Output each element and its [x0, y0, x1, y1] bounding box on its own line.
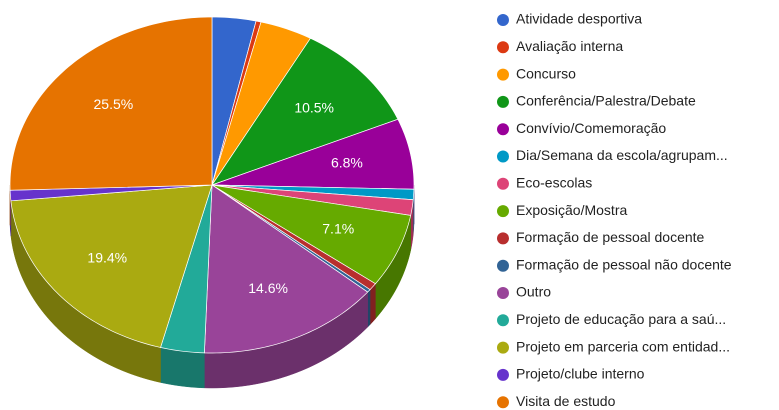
legend-swatch [497, 232, 509, 245]
legend-label: Formação de pessoal docente [516, 229, 705, 245]
legend-label: Avaliação interna [516, 38, 623, 54]
pie-slice [211, 184, 412, 285]
legend-label: Outro [516, 284, 551, 300]
legend-swatch [497, 368, 509, 381]
pie-slice [160, 184, 213, 354]
data-label: 6.8% [331, 154, 363, 170]
pie-side [369, 283, 376, 326]
legend-swatch [497, 341, 509, 354]
legend-swatch [497, 95, 509, 108]
legend-label: Projeto/clube interno [516, 366, 645, 382]
pie-side [367, 289, 371, 328]
legend-label: Dia/Semana da escola/agrupam... [516, 147, 728, 163]
legend-label: Concurso [516, 65, 576, 81]
legend-swatch [497, 41, 509, 54]
pie-side [160, 347, 205, 389]
pie-slice [211, 37, 399, 186]
legend-swatch [497, 205, 509, 218]
legend-label: Eco-escolas [516, 175, 592, 191]
pie-slice [10, 184, 213, 348]
legend-label: Projeto em parceria com entidad... [516, 338, 730, 354]
pie-slice [204, 184, 369, 354]
pie-slice [9, 16, 213, 191]
legend-label: Exposição/Mostra [516, 202, 627, 218]
legend-swatch [497, 259, 509, 272]
data-label: 19.4% [87, 250, 127, 266]
data-label: 25.5% [94, 96, 134, 112]
legend-label: Conferência/Palestra/Debate [516, 93, 696, 109]
legend-swatch [497, 123, 509, 136]
legend-swatch [497, 314, 509, 327]
pie-slice [211, 118, 415, 190]
legend-swatch [497, 68, 509, 81]
legend-swatch [497, 177, 509, 190]
legend-label: Projeto de educação para a saú... [516, 311, 726, 327]
legend-swatch [497, 287, 509, 299]
legend-swatch [497, 14, 509, 26]
legend-label: Convívio/Comemoração [516, 120, 666, 136]
data-label: 14.6% [248, 280, 288, 296]
legend-swatch [497, 150, 509, 163]
data-label: 10.5% [294, 99, 334, 115]
legend-label: Visita de estudo [516, 393, 616, 409]
pie-slice [211, 21, 311, 186]
legend-label: Atividade desportiva [516, 11, 642, 27]
data-label: 7.1% [322, 221, 354, 237]
legend-swatch [497, 396, 509, 409]
legend-label: Formação de pessoal não docente [516, 256, 732, 272]
